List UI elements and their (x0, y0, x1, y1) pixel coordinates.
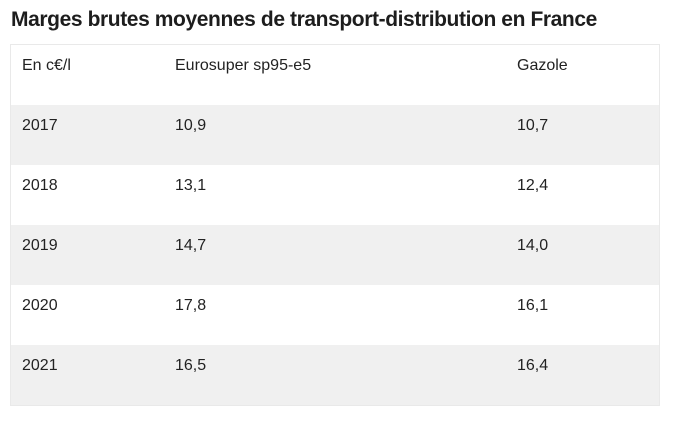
gazole-cell: 16,1 (506, 285, 659, 345)
table-row: 2017 10,9 10,7 (11, 105, 659, 165)
column-header-eurosuper: Eurosuper sp95-e5 (164, 45, 506, 105)
table-row: 2018 13,1 12,4 (11, 165, 659, 225)
column-header-unit: En c€/l (11, 45, 164, 105)
eurosuper-cell: 17,8 (164, 285, 506, 345)
eurosuper-cell: 10,9 (164, 105, 506, 165)
gazole-cell: 16,4 (506, 345, 659, 405)
table-row: 2020 17,8 16,1 (11, 285, 659, 345)
table-body: 2017 10,9 10,7 2018 13,1 12,4 2019 14,7 … (11, 105, 659, 405)
gazole-cell: 14,0 (506, 225, 659, 285)
header-row: En c€/l Eurosuper sp95-e5 Gazole (11, 45, 659, 105)
data-table: En c€/l Eurosuper sp95-e5 Gazole 2017 10… (11, 45, 659, 405)
table-row: 2019 14,7 14,0 (11, 225, 659, 285)
column-header-gazole: Gazole (506, 45, 659, 105)
gazole-cell: 12,4 (506, 165, 659, 225)
year-cell: 2018 (11, 165, 164, 225)
page-title: Marges brutes moyennes de transport-dist… (11, 8, 597, 31)
table-header: En c€/l Eurosuper sp95-e5 Gazole (11, 45, 659, 105)
gazole-cell: 10,7 (506, 105, 659, 165)
year-cell: 2019 (11, 225, 164, 285)
table-row: 2021 16,5 16,4 (11, 345, 659, 405)
eurosuper-cell: 14,7 (164, 225, 506, 285)
eurosuper-cell: 16,5 (164, 345, 506, 405)
year-cell: 2017 (11, 105, 164, 165)
eurosuper-cell: 13,1 (164, 165, 506, 225)
year-cell: 2021 (11, 345, 164, 405)
table-container: En c€/l Eurosuper sp95-e5 Gazole 2017 10… (10, 44, 660, 406)
year-cell: 2020 (11, 285, 164, 345)
